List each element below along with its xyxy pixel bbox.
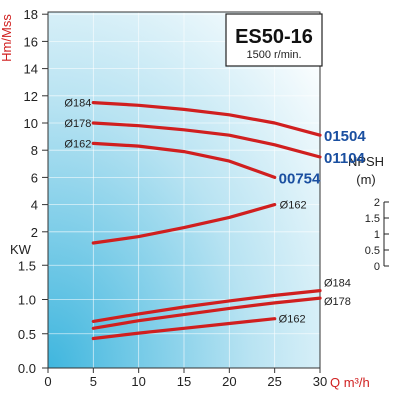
power-curve-diameter-label: Ø184 [324, 278, 351, 290]
npsh-tick-label: 0.5 [365, 245, 380, 257]
head-tick-label: 10 [24, 116, 38, 131]
head-curve-diameter-label: Ø162 [64, 138, 91, 150]
head-tick-label: 16 [24, 34, 38, 49]
power-curve-diameter-label: Ø162 [279, 314, 306, 326]
x-tick-label: 10 [131, 374, 145, 389]
npsh-tick-labels: 2 1.5 1 0.5 0 [365, 197, 389, 273]
npsh-tick-label: 1.5 [365, 213, 380, 225]
head-curve-model-label: 01504 [324, 128, 366, 145]
npsh-curve [91, 203, 277, 245]
chart-subtitle: 1500 r/min. [246, 49, 301, 61]
head-curve-model-label: 01104 [324, 150, 366, 167]
head-tick-label: 8 [31, 143, 38, 158]
x-tick-label: 15 [177, 374, 191, 389]
x-tick-label: 20 [222, 374, 236, 389]
npsh-tick-label: 1 [374, 229, 380, 241]
curve-labels: Ø184 01504 Ø178 01104 Ø162 00754 Ø162 Ø184 Ø178 Ø… [64, 98, 366, 326]
head-curve-00754 [91, 141, 277, 179]
head-tick-label: 18 [24, 7, 38, 22]
power-curve [91, 317, 277, 341]
x-tick-label: 25 [267, 374, 281, 389]
power-axis-label: KW [10, 242, 32, 257]
x-tick-labels: 0 5 10 15 20 25 30 [44, 368, 327, 389]
head-tick-label: 4 [31, 198, 38, 213]
x-tick-label: 5 [90, 374, 97, 389]
power-tick-label: 1.5 [18, 258, 36, 273]
x-tick-label: 0 [44, 374, 51, 389]
x-tick-label: 30 [313, 374, 327, 389]
npsh-tick-label: 0 [374, 261, 380, 273]
chart-title: ES50-16 [235, 26, 313, 48]
head-curve-diameter-label: Ø178 [64, 118, 91, 130]
head-curve-diameter-label: Ø184 [64, 98, 91, 110]
power-tick-labels: 1.5 1.0 0.5 0.0 [18, 258, 48, 376]
power-curve-diameter-label: Ø178 [324, 296, 351, 308]
head-tick-label: 2 [31, 225, 38, 240]
power-tick-label: 0.5 [18, 327, 36, 342]
npsh-curve-diameter-label: Ø162 [280, 200, 307, 212]
head-axis-label: Hm/Mss [0, 14, 14, 62]
power-tick-label: 0.0 [18, 361, 36, 376]
head-curve-01504 [91, 100, 322, 137]
head-tick-label: 12 [24, 89, 38, 104]
head-tick-labels: 18 16 14 12 10 8 6 4 2 [24, 7, 48, 240]
power-tick-label: 1.0 [18, 293, 36, 308]
npsh-tick-label: 2 [374, 197, 380, 209]
npsh-axis-unit: (m) [356, 172, 376, 187]
npsh-axis-label: NPSH [348, 154, 384, 169]
head-curve-01104 [91, 121, 322, 159]
x-axis-label: Q m³/h [330, 375, 370, 390]
curves [91, 100, 322, 341]
power-curve [91, 296, 322, 330]
title-box [225, 13, 323, 67]
head-tick-label: 6 [31, 170, 38, 185]
power-curve [91, 289, 322, 323]
head-tick-label: 14 [24, 62, 38, 77]
head-curve-model-label: 00754 [279, 170, 321, 187]
